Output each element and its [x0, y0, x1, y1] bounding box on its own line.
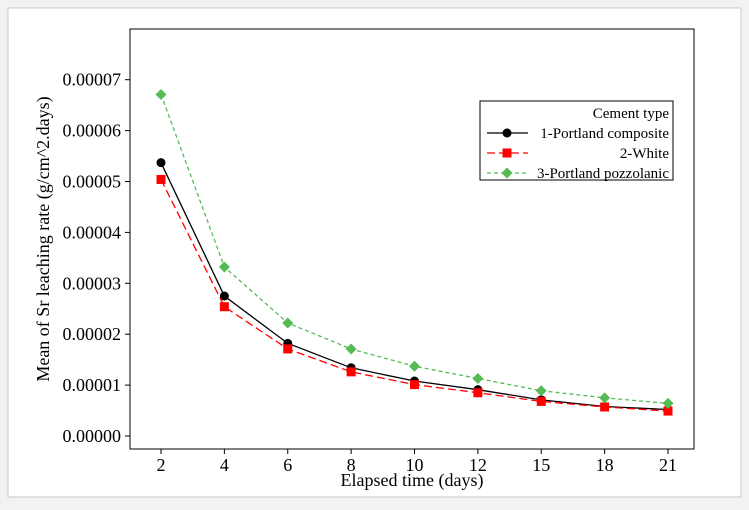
data-point: [410, 380, 419, 390]
data-point: [219, 291, 229, 301]
x-tick-label: 8: [347, 455, 356, 475]
data-point: [346, 367, 356, 377]
legend-marker: [501, 167, 513, 179]
y-tick-label: 0.00002: [63, 324, 122, 344]
data-point: [156, 174, 166, 184]
legend-entry: 3-Portland pozzolanic: [487, 166, 669, 182]
x-tick-label: 18: [596, 455, 614, 475]
y-tick-label: 0.00005: [63, 172, 122, 192]
series-2: [156, 174, 673, 416]
legend-entry: 2-White: [487, 146, 669, 162]
data-point: [662, 397, 674, 409]
y-tick-label: 0.00001: [63, 375, 122, 395]
data-point: [663, 406, 673, 416]
y-tick-label: 0.00003: [63, 273, 122, 293]
y-tick-label: 0.00004: [63, 222, 122, 242]
data-point: [599, 392, 611, 404]
data-point: [282, 317, 294, 329]
legend-entries: 1-Portland composite 2-White 3-Portland po…: [487, 126, 669, 182]
legend-box: [479, 100, 674, 181]
x-tick-label: 15: [532, 455, 550, 475]
legend-title: Cement type: [593, 106, 670, 122]
legend-label: 3-Portland pozzolanic: [537, 166, 669, 182]
data-point: [283, 344, 293, 354]
data-point: [536, 396, 546, 406]
data-point: [156, 158, 166, 168]
legend: Cement type 1-Portland composite 2-White 3…: [479, 100, 674, 182]
legend-marker: [502, 128, 512, 138]
x-tick-label: 12: [469, 455, 487, 475]
legend-label: 2-White: [620, 146, 669, 162]
x-tick-label: 4: [220, 455, 229, 475]
legend-entry: 1-Portland composite: [487, 126, 669, 142]
y-tick-label: 0.00007: [63, 70, 122, 90]
x-tick-label: 21: [659, 455, 677, 475]
data-point: [218, 261, 230, 273]
y-tick-label: 0.00006: [63, 121, 122, 141]
data-point: [473, 388, 483, 398]
legend-label: 1-Portland composite: [540, 126, 669, 142]
y-axis-label: Mean of Sr leaching rate (g/cm^2.days): [33, 96, 54, 381]
data-point: [409, 360, 420, 372]
x-axis: 2 4 6 8 10 12 15 18 21: [157, 449, 677, 475]
series-layer: [155, 88, 674, 416]
data-point: [535, 385, 547, 397]
x-tick-label: 2: [157, 455, 166, 475]
data-point: [600, 402, 610, 412]
legend-marker: [502, 148, 512, 158]
x-tick-label: 6: [283, 455, 292, 475]
y-axis: 0.00000 0.00001 0.00002 0.00003 0.00004 0.000…: [63, 70, 130, 446]
data-point: [219, 302, 229, 312]
x-tick-label: 10: [406, 455, 424, 475]
data-point: [472, 372, 484, 384]
series-3: [155, 88, 674, 409]
data-point: [345, 343, 357, 355]
x-axis-label: Elapsed time (days): [341, 470, 484, 491]
y-tick-label: 0.00000: [63, 426, 122, 446]
data-point: [155, 88, 167, 100]
